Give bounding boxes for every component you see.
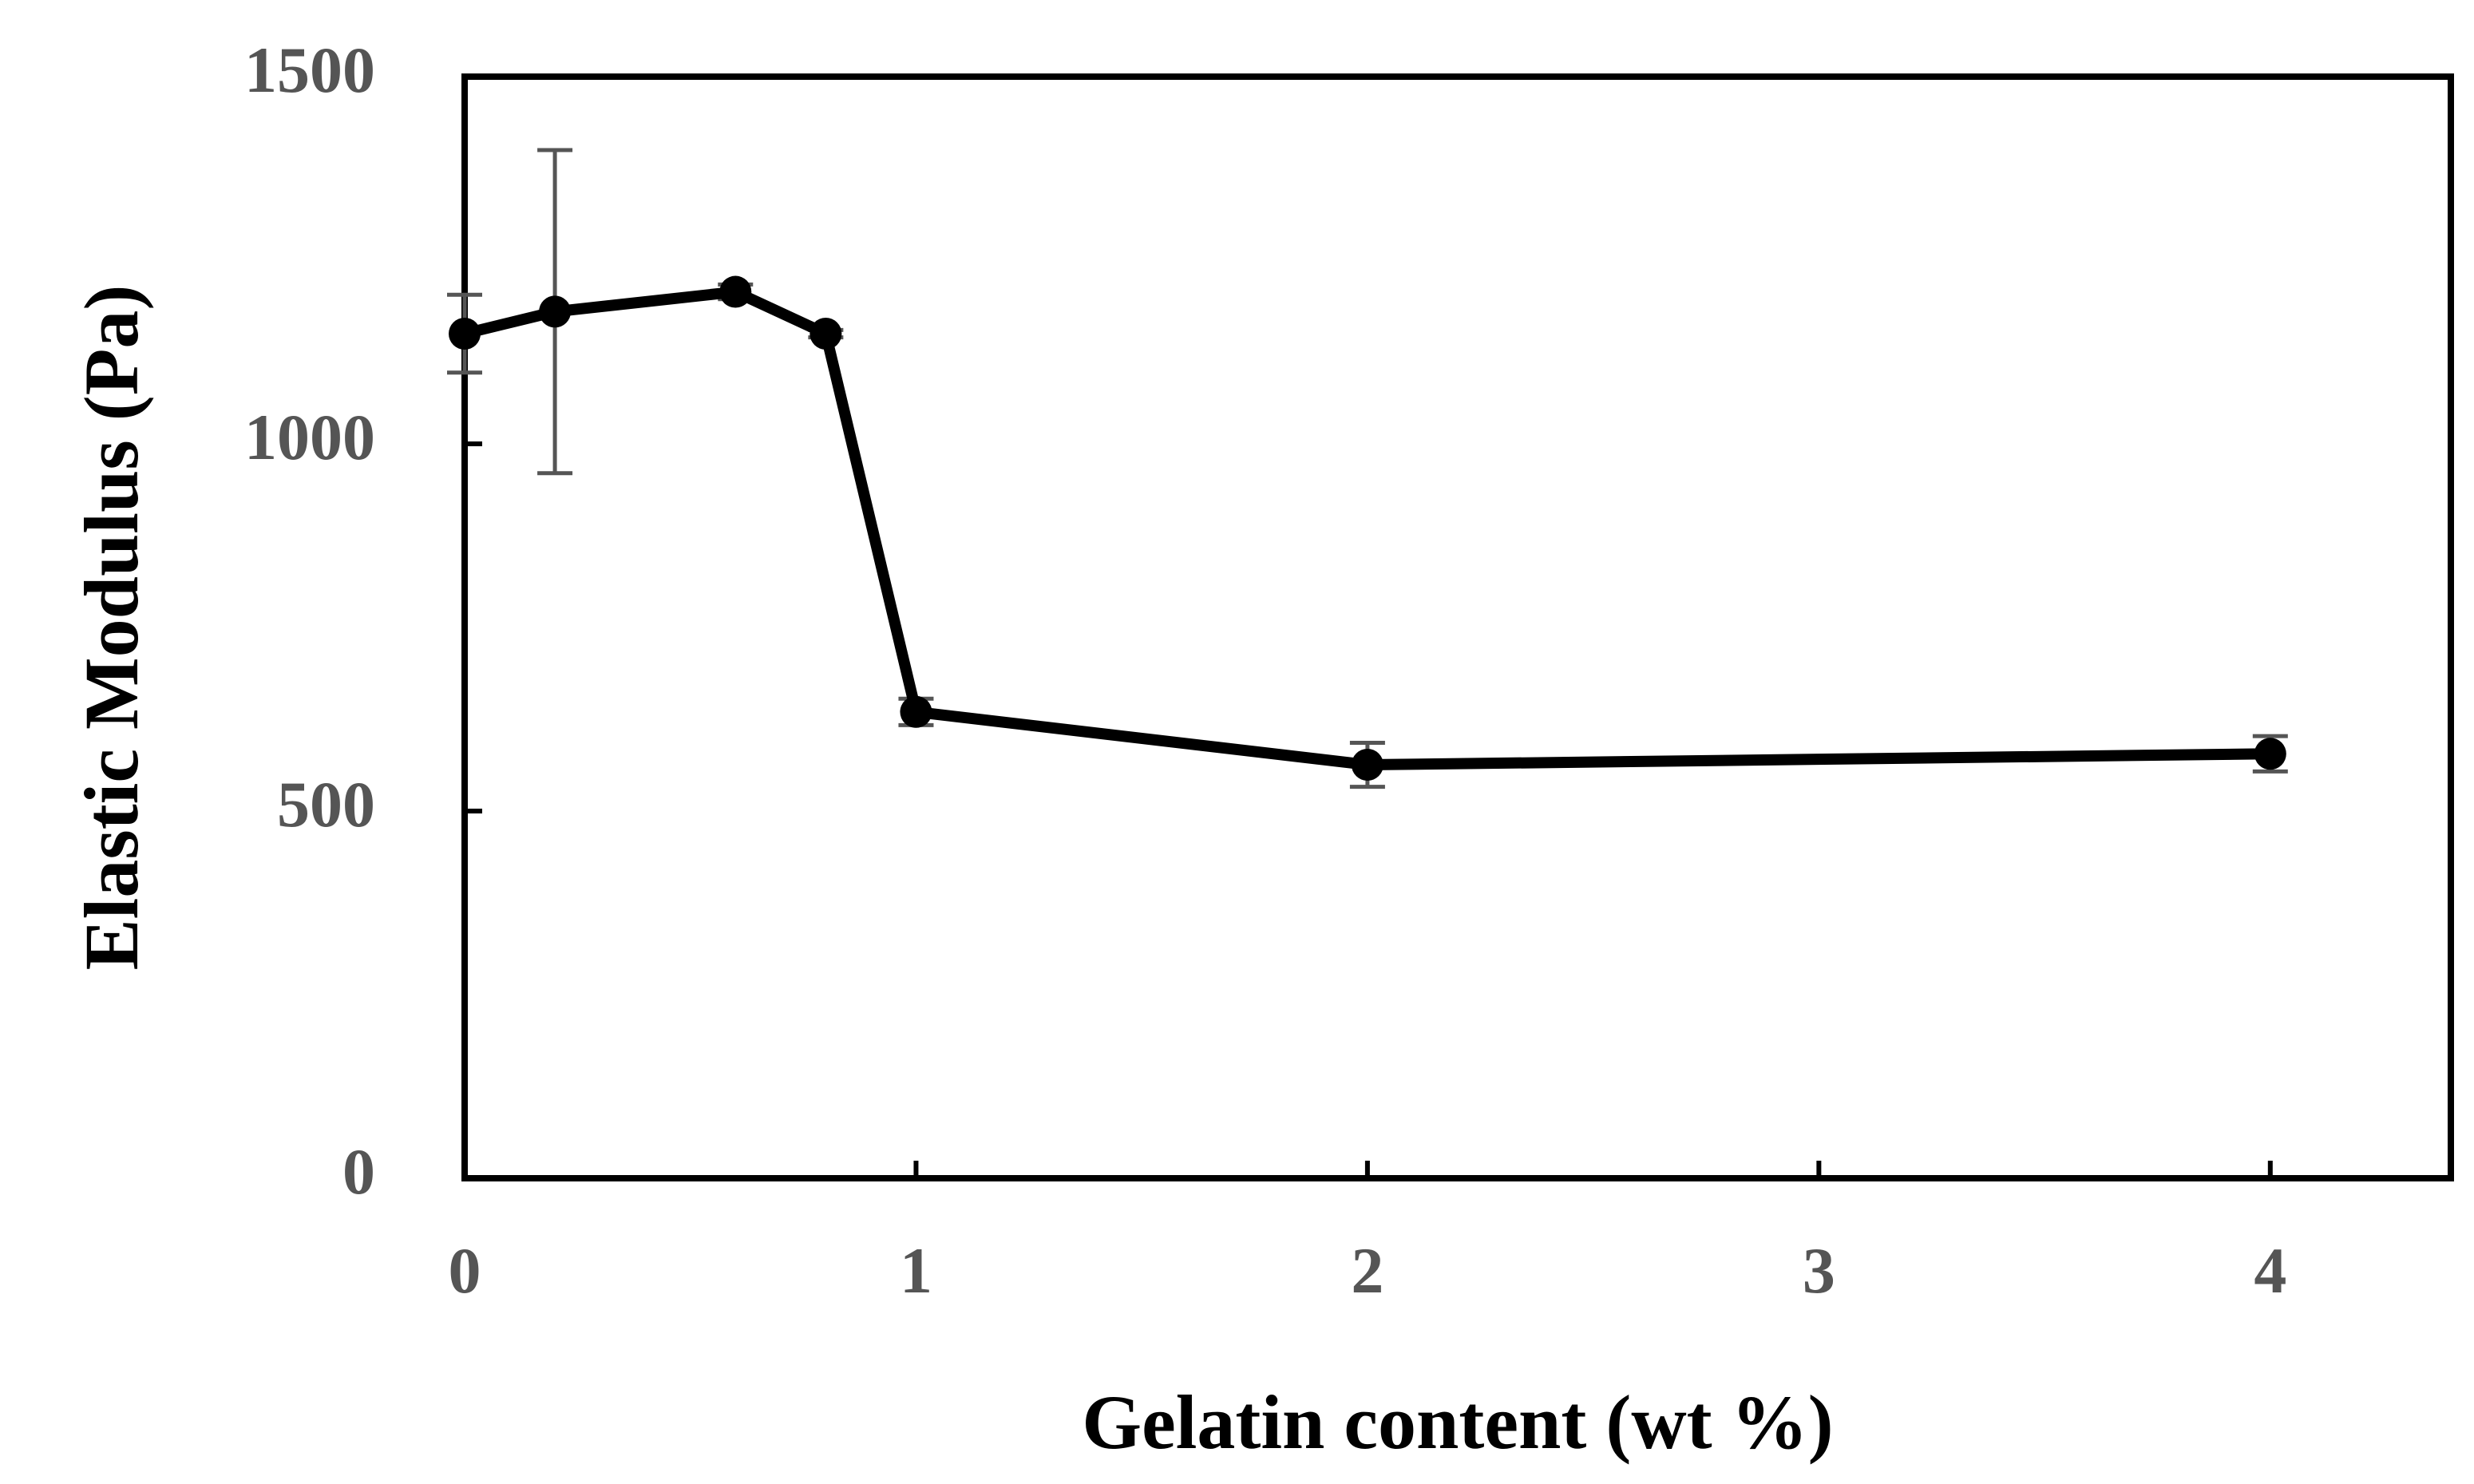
x-tick-label: 2: [1351, 1234, 1383, 1307]
data-point: [2254, 738, 2286, 770]
x-tick-label: 4: [2254, 1234, 2286, 1307]
y-axis-title: Elastic Modulus (Pa): [69, 285, 154, 971]
y-tick-label: 0: [342, 1135, 375, 1208]
data-point: [449, 318, 481, 350]
x-tick-label: 0: [449, 1234, 481, 1307]
y-tick-label: 1000: [244, 401, 375, 473]
data-line: [463, 286, 2270, 771]
x-tick-label: 1: [900, 1234, 932, 1307]
plot-frame: [461, 73, 2454, 1181]
data-point: [809, 318, 842, 350]
x-tick-label: 3: [1803, 1234, 1835, 1307]
x-axis-title: Gelatin content (wt %): [1082, 1379, 1833, 1465]
y-tick-label: 1500: [244, 34, 375, 106]
data-point: [539, 295, 572, 328]
data-point: [1351, 749, 1383, 782]
data-point: [900, 695, 932, 728]
data-point: [719, 275, 752, 308]
y-tick-label: 500: [277, 768, 375, 841]
